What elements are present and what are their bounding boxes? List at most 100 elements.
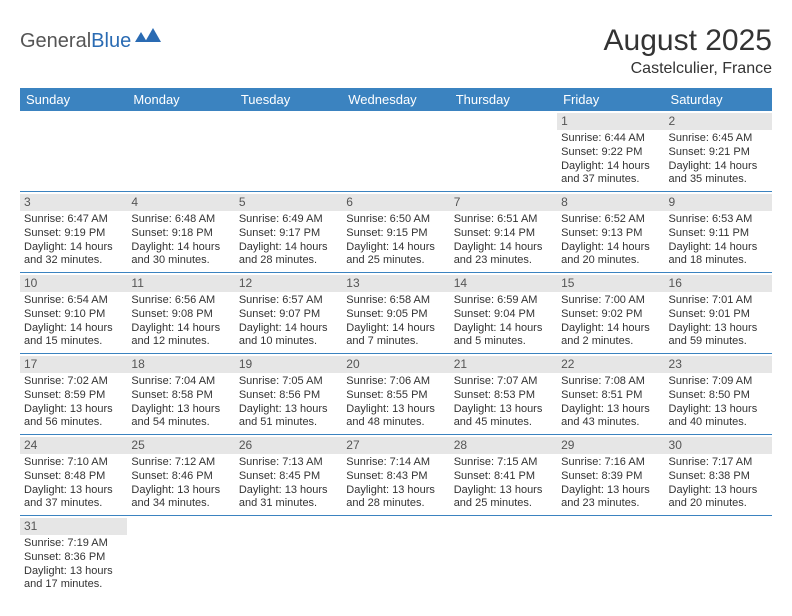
day-number: 3 — [20, 194, 127, 211]
day-daylight2: and 18 minutes. — [669, 254, 768, 268]
day-number: 10 — [20, 275, 127, 292]
day-daylight2: and 34 minutes. — [131, 497, 230, 511]
day-daylight2: and 28 minutes. — [346, 497, 445, 511]
logo-flag-icon — [135, 28, 161, 52]
day-daylight1: Daylight: 13 hours — [346, 484, 445, 498]
day-number: 17 — [20, 356, 127, 373]
weekday-header: Thursday — [450, 88, 557, 111]
day-daylight1: Daylight: 13 hours — [24, 565, 123, 579]
calendar-day-cell — [450, 516, 557, 597]
page: GeneralBlue August 2025 Castelculier, Fr… — [0, 0, 792, 616]
calendar-day-cell: 13Sunrise: 6:58 AMSunset: 9:05 PMDayligh… — [342, 273, 449, 354]
day-daylight1: Daylight: 14 hours — [131, 241, 230, 255]
day-sunset: Sunset: 9:19 PM — [24, 227, 123, 241]
day-number: 12 — [235, 275, 342, 292]
day-daylight2: and 32 minutes. — [24, 254, 123, 268]
day-daylight2: and 23 minutes. — [561, 497, 660, 511]
calendar-table: Sunday Monday Tuesday Wednesday Thursday… — [20, 88, 772, 596]
day-sunrise: Sunrise: 7:05 AM — [239, 375, 338, 389]
calendar-day-cell: 19Sunrise: 7:05 AMSunset: 8:56 PMDayligh… — [235, 354, 342, 435]
weekday-header: Wednesday — [342, 88, 449, 111]
day-number: 27 — [342, 437, 449, 454]
day-daylight1: Daylight: 13 hours — [24, 403, 123, 417]
day-daylight1: Daylight: 14 hours — [669, 160, 768, 174]
calendar-day-cell: 28Sunrise: 7:15 AMSunset: 8:41 PMDayligh… — [450, 435, 557, 516]
calendar-day-cell: 31Sunrise: 7:19 AMSunset: 8:36 PMDayligh… — [20, 516, 127, 597]
day-number: 15 — [557, 275, 664, 292]
calendar-day-cell: 24Sunrise: 7:10 AMSunset: 8:48 PMDayligh… — [20, 435, 127, 516]
title-block: August 2025 Castelculier, France — [604, 24, 772, 78]
day-sunset: Sunset: 9:15 PM — [346, 227, 445, 241]
day-number: 23 — [665, 356, 772, 373]
calendar-day-cell: 21Sunrise: 7:07 AMSunset: 8:53 PMDayligh… — [450, 354, 557, 435]
calendar-week-row: 1Sunrise: 6:44 AMSunset: 9:22 PMDaylight… — [20, 111, 772, 192]
calendar-day-cell: 8Sunrise: 6:52 AMSunset: 9:13 PMDaylight… — [557, 192, 664, 273]
day-daylight1: Daylight: 14 hours — [454, 322, 553, 336]
day-daylight1: Daylight: 13 hours — [239, 484, 338, 498]
day-sunset: Sunset: 9:04 PM — [454, 308, 553, 322]
calendar-day-cell: 25Sunrise: 7:12 AMSunset: 8:46 PMDayligh… — [127, 435, 234, 516]
calendar-day-cell — [127, 111, 234, 192]
day-sunrise: Sunrise: 6:57 AM — [239, 294, 338, 308]
day-sunset: Sunset: 9:11 PM — [669, 227, 768, 241]
calendar-day-cell — [235, 111, 342, 192]
calendar-day-cell: 6Sunrise: 6:50 AMSunset: 9:15 PMDaylight… — [342, 192, 449, 273]
day-daylight2: and 20 minutes. — [669, 497, 768, 511]
day-daylight2: and 51 minutes. — [239, 416, 338, 430]
day-daylight1: Daylight: 14 hours — [454, 241, 553, 255]
logo: GeneralBlue — [20, 30, 161, 53]
calendar-day-cell — [342, 516, 449, 597]
location-label: Castelculier, France — [604, 60, 772, 78]
day-sunrise: Sunrise: 7:10 AM — [24, 456, 123, 470]
day-sunrise: Sunrise: 6:58 AM — [346, 294, 445, 308]
calendar-body: 1Sunrise: 6:44 AMSunset: 9:22 PMDaylight… — [20, 111, 772, 596]
day-number: 24 — [20, 437, 127, 454]
day-number: 29 — [557, 437, 664, 454]
day-number: 30 — [665, 437, 772, 454]
day-number: 20 — [342, 356, 449, 373]
calendar-day-cell: 1Sunrise: 6:44 AMSunset: 9:22 PMDaylight… — [557, 111, 664, 192]
calendar-day-cell: 3Sunrise: 6:47 AMSunset: 9:19 PMDaylight… — [20, 192, 127, 273]
day-daylight2: and 28 minutes. — [239, 254, 338, 268]
day-daylight1: Daylight: 14 hours — [669, 241, 768, 255]
day-number: 5 — [235, 194, 342, 211]
calendar-day-cell: 2Sunrise: 6:45 AMSunset: 9:21 PMDaylight… — [665, 111, 772, 192]
calendar-day-cell — [665, 516, 772, 597]
calendar-day-cell: 14Sunrise: 6:59 AMSunset: 9:04 PMDayligh… — [450, 273, 557, 354]
day-daylight2: and 30 minutes. — [131, 254, 230, 268]
day-sunset: Sunset: 9:05 PM — [346, 308, 445, 322]
day-number: 19 — [235, 356, 342, 373]
day-sunset: Sunset: 9:07 PM — [239, 308, 338, 322]
day-sunrise: Sunrise: 6:56 AM — [131, 294, 230, 308]
day-sunset: Sunset: 9:21 PM — [669, 146, 768, 160]
day-daylight2: and 10 minutes. — [239, 335, 338, 349]
day-sunrise: Sunrise: 7:01 AM — [669, 294, 768, 308]
day-sunset: Sunset: 9:01 PM — [669, 308, 768, 322]
day-number: 14 — [450, 275, 557, 292]
day-sunrise: Sunrise: 7:13 AM — [239, 456, 338, 470]
day-daylight2: and 17 minutes. — [24, 578, 123, 592]
day-daylight2: and 40 minutes. — [669, 416, 768, 430]
day-daylight1: Daylight: 13 hours — [454, 403, 553, 417]
day-sunset: Sunset: 8:48 PM — [24, 470, 123, 484]
calendar-day-cell: 17Sunrise: 7:02 AMSunset: 8:59 PMDayligh… — [20, 354, 127, 435]
day-sunset: Sunset: 9:14 PM — [454, 227, 553, 241]
day-sunset: Sunset: 9:18 PM — [131, 227, 230, 241]
day-sunrise: Sunrise: 7:15 AM — [454, 456, 553, 470]
day-daylight1: Daylight: 14 hours — [24, 322, 123, 336]
day-sunrise: Sunrise: 7:17 AM — [669, 456, 768, 470]
calendar-day-cell: 10Sunrise: 6:54 AMSunset: 9:10 PMDayligh… — [20, 273, 127, 354]
calendar-day-cell: 30Sunrise: 7:17 AMSunset: 8:38 PMDayligh… — [665, 435, 772, 516]
day-daylight1: Daylight: 13 hours — [561, 403, 660, 417]
day-sunrise: Sunrise: 6:54 AM — [24, 294, 123, 308]
calendar-day-cell: 7Sunrise: 6:51 AMSunset: 9:14 PMDaylight… — [450, 192, 557, 273]
day-daylight2: and 23 minutes. — [454, 254, 553, 268]
day-daylight2: and 5 minutes. — [454, 335, 553, 349]
calendar-day-cell — [20, 111, 127, 192]
day-daylight1: Daylight: 14 hours — [561, 322, 660, 336]
day-number: 2 — [665, 113, 772, 130]
month-year-title: August 2025 — [604, 24, 772, 58]
calendar-day-cell: 27Sunrise: 7:14 AMSunset: 8:43 PMDayligh… — [342, 435, 449, 516]
day-daylight2: and 35 minutes. — [669, 173, 768, 187]
calendar-day-cell: 11Sunrise: 6:56 AMSunset: 9:08 PMDayligh… — [127, 273, 234, 354]
